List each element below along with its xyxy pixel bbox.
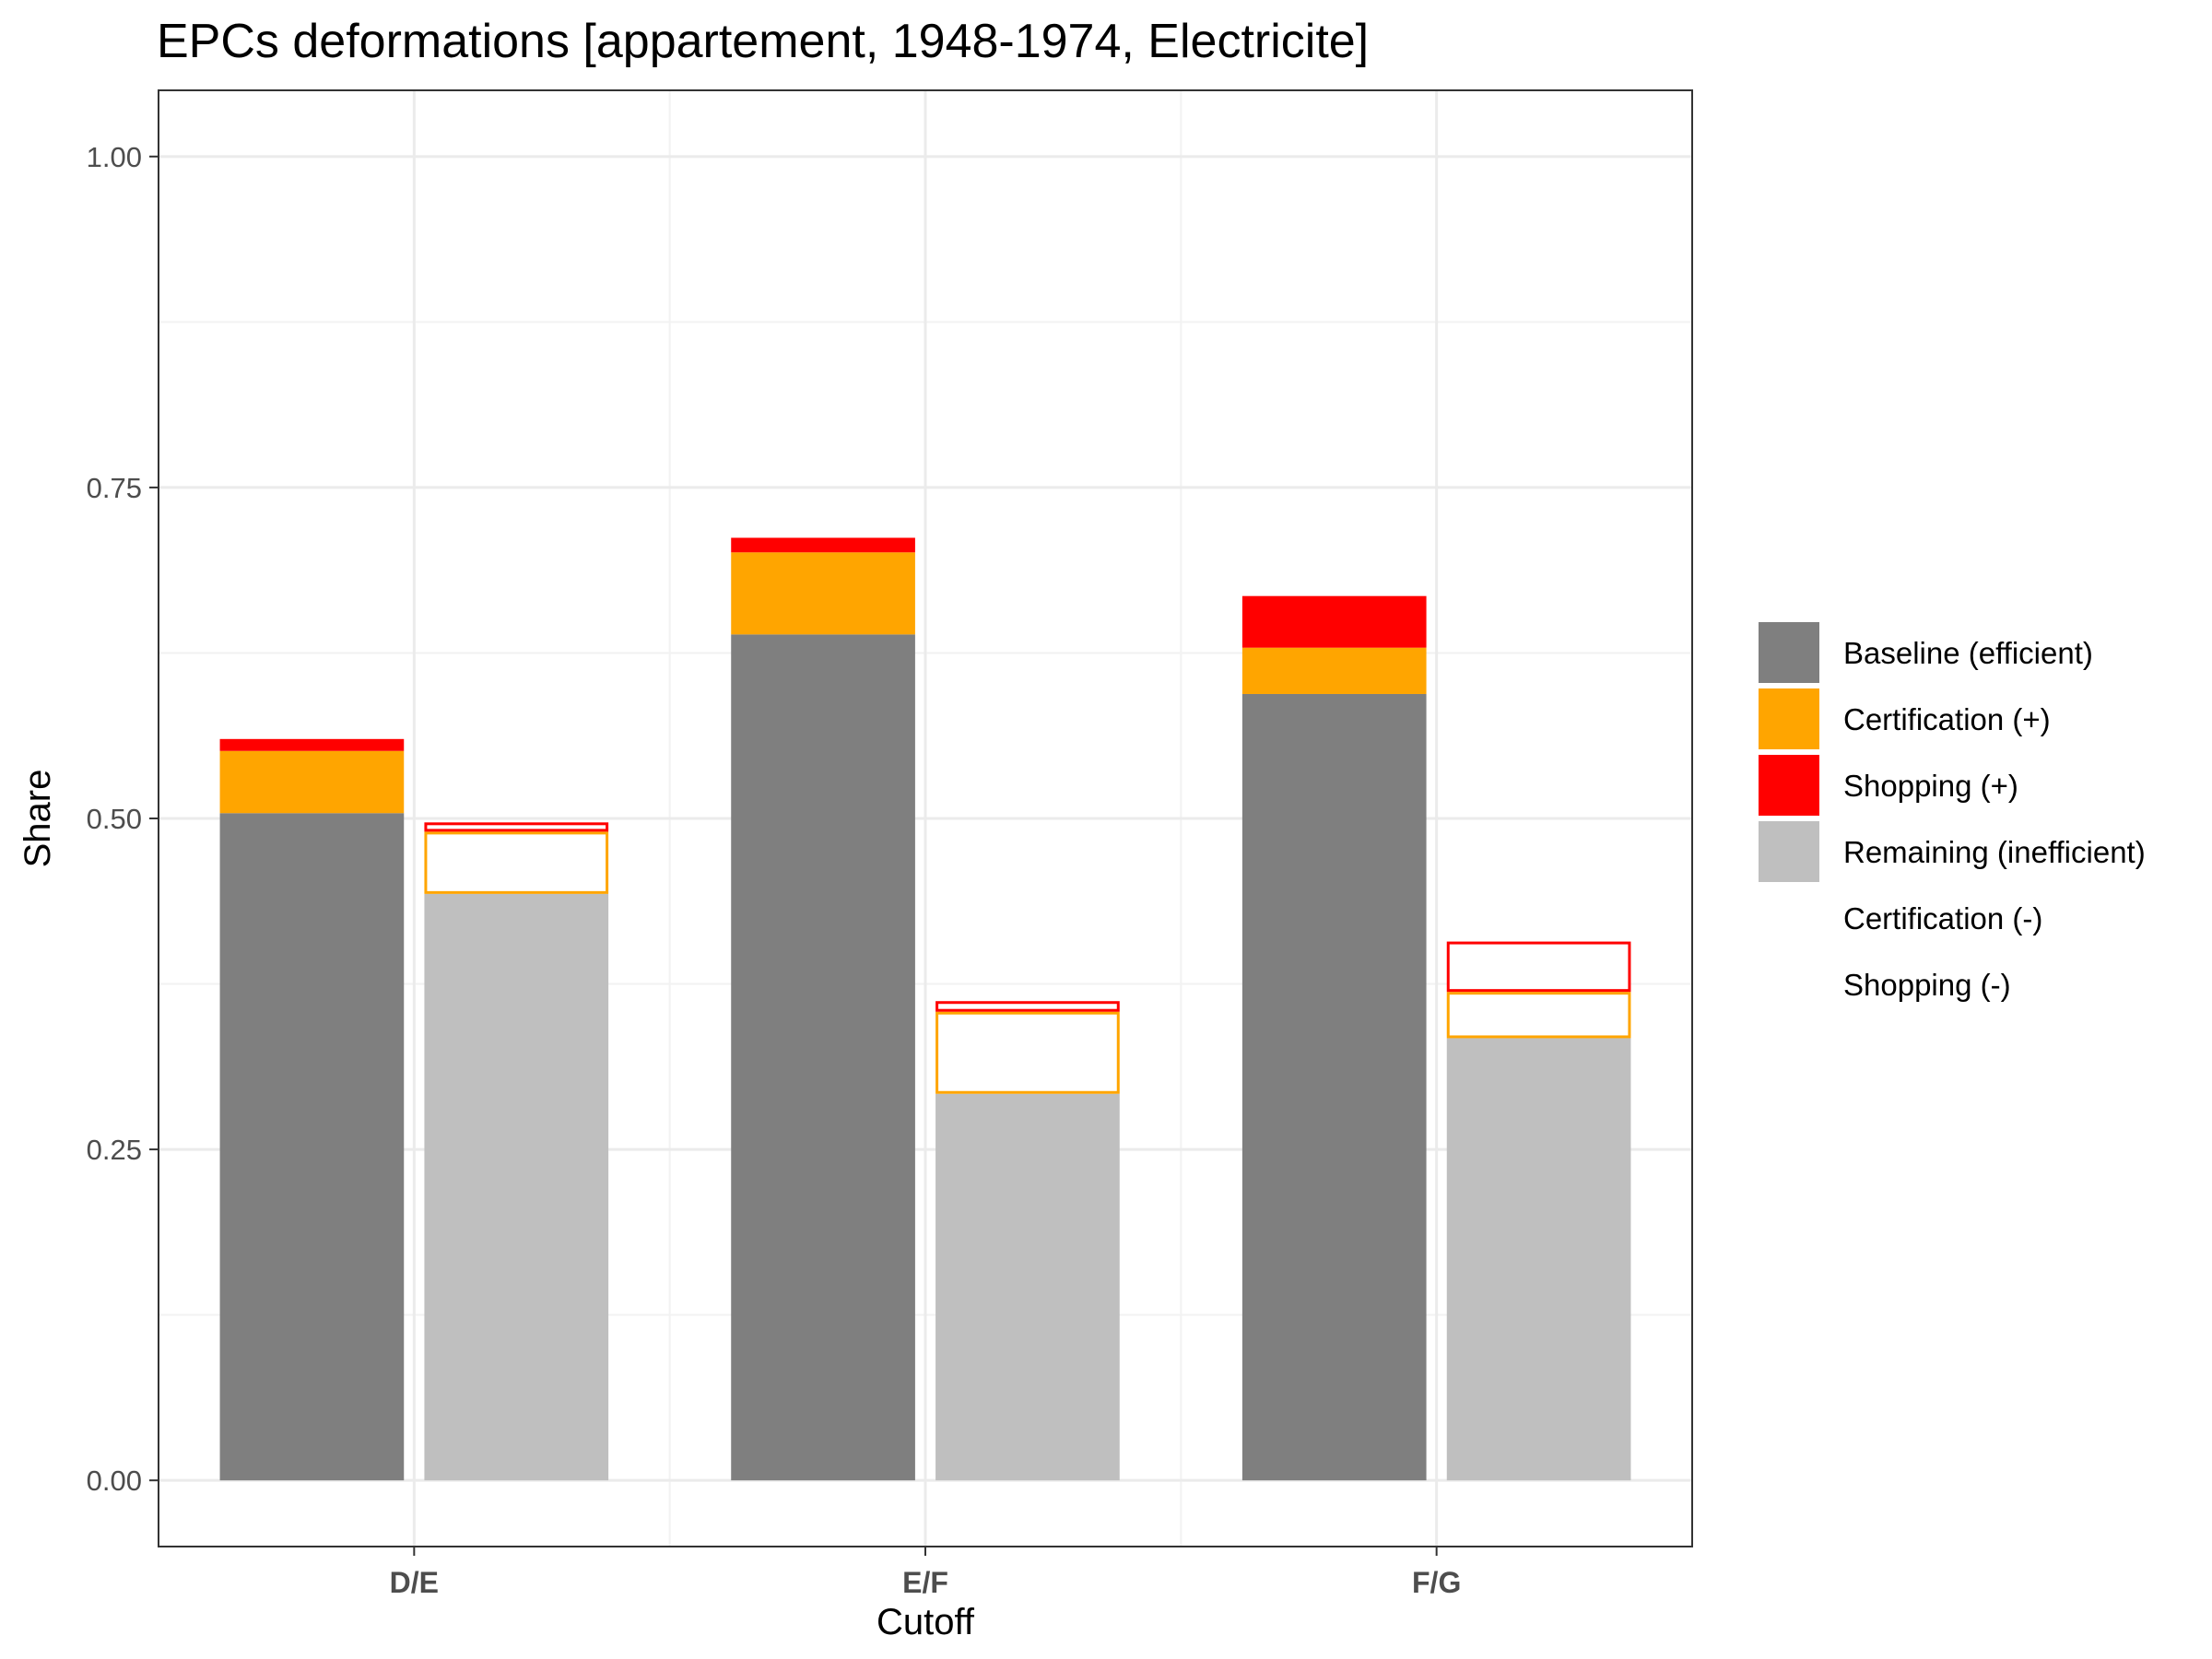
- bar-shopping: [1446, 941, 1631, 993]
- bar-shopping: [731, 537, 915, 553]
- axes-layer: 0.00 0.25 0.50 0.75 1.00 D/E E/F F/G: [87, 141, 1462, 1599]
- y-tick-label: 0.50: [87, 803, 142, 835]
- bar-shopping: [935, 1001, 1120, 1012]
- bar-certification: [1241, 647, 1427, 694]
- bar-certification: [935, 1011, 1120, 1094]
- legend-label-shopping: Shopping (+): [1843, 769, 2018, 803]
- bar-shopping: [424, 822, 609, 832]
- legend-label-baseline-efficient: Baseline (efficient): [1843, 636, 2093, 670]
- legend-key-shopping: [1759, 954, 1819, 1015]
- legend-key-remaining-inefficient: [1759, 821, 1819, 882]
- bar-certification: [424, 831, 609, 894]
- legend-label-certification: Certification (-): [1843, 901, 2042, 935]
- legend-key-shopping: [1759, 755, 1819, 816]
- y-tick-label: 0.75: [87, 472, 142, 504]
- bar-remaining-inefficient: [424, 893, 609, 1481]
- bars-layer: [219, 537, 1631, 1481]
- legend-key-certification: [1759, 688, 1819, 749]
- x-tick-label: D/E: [390, 1566, 439, 1599]
- legend-label-shopping: Shopping (-): [1843, 968, 2011, 1002]
- bar-certification: [219, 750, 405, 814]
- y-tick-label: 1.00: [87, 141, 142, 173]
- bar-baseline-efficient: [219, 813, 405, 1481]
- x-axis-title: Cutoff: [877, 1602, 975, 1642]
- bar-shopping: [1241, 595, 1427, 648]
- bar-baseline-efficient: [731, 634, 915, 1481]
- bar-certification: [731, 552, 915, 635]
- legend-label-remaining-inefficient: Remaining (inefficient): [1843, 835, 2146, 869]
- legend-label-certification: Certification (+): [1843, 702, 2051, 736]
- grid-layer: [159, 90, 1692, 1547]
- bar-remaining-inefficient: [1446, 1038, 1631, 1481]
- x-tick-label: F/G: [1412, 1566, 1461, 1599]
- y-axis-title: Share: [18, 770, 58, 868]
- y-tick-label: 0.00: [87, 1465, 142, 1497]
- legend: Baseline (efficient) Certification (+) Sho…: [1759, 622, 2146, 1015]
- bar-baseline-efficient: [1241, 693, 1427, 1481]
- bar-certification: [1446, 992, 1631, 1039]
- legend-key-certification: [1759, 888, 1819, 948]
- x-tick-label: E/F: [902, 1566, 948, 1599]
- bar-remaining-inefficient: [935, 1093, 1120, 1481]
- bar-shopping: [219, 738, 405, 751]
- chart-title: EPCs deformations [appartement, 1948-197…: [157, 15, 1369, 68]
- y-tick-label: 0.25: [87, 1134, 142, 1166]
- legend-key-baseline-efficient: [1759, 622, 1819, 683]
